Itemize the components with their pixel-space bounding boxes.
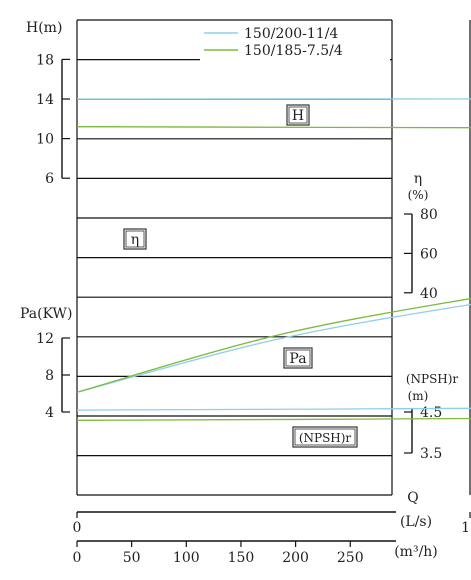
head-axis-label: H(m) bbox=[26, 20, 62, 36]
efficiency-curve-label-box-inner bbox=[125, 230, 145, 248]
head-curve-label-box-inner bbox=[288, 106, 308, 124]
npsh-curve-label-box bbox=[292, 426, 358, 448]
power-curve-label: Pa bbox=[289, 351, 306, 367]
curves bbox=[76, 98, 471, 421]
eff-axis-unit: (%) bbox=[408, 188, 429, 202]
legend-background bbox=[200, 23, 390, 63]
flow-axis-label: Q bbox=[407, 490, 418, 506]
series-power-curve bbox=[76, 407, 471, 411]
power-axis-label: Pa(KW) bbox=[20, 306, 72, 322]
series-efficiency-curve bbox=[76, 303, 471, 393]
npsh-axis-label: (NPSH)r bbox=[406, 372, 459, 386]
flow-m3h-tick-label: 200 bbox=[282, 550, 309, 566]
efficiency-curve-label-box bbox=[123, 228, 147, 250]
power-curve-label-box-inner bbox=[285, 349, 311, 367]
flow-tick-label: 10 bbox=[461, 520, 471, 536]
power-curve-label-box bbox=[283, 347, 313, 369]
efficiency-curve-label: η bbox=[131, 232, 139, 248]
power-tick-label: 12 bbox=[36, 331, 54, 347]
head-tick-label: 10 bbox=[36, 132, 54, 148]
power-tick-label: 8 bbox=[45, 368, 54, 384]
power-tick-label: 4 bbox=[45, 405, 54, 421]
head-tick-label: 6 bbox=[45, 171, 54, 187]
axes: H(m)1814106Pa(KW)1284η(%)806040(NPSH)r(m… bbox=[20, 20, 471, 566]
eff-tick-label: 40 bbox=[420, 286, 438, 302]
eff-tick-label: 80 bbox=[420, 207, 438, 223]
flow-axis-unit: (L/s) bbox=[400, 514, 432, 530]
flow-m3h-tick-label: 150 bbox=[228, 550, 255, 566]
npsh-axis-unit: (m) bbox=[408, 389, 429, 403]
legend-entry: 150/200-11/4 bbox=[244, 26, 338, 42]
npsh-curve-label-box-inner bbox=[294, 428, 356, 446]
npsh-tick-label: 3.5 bbox=[420, 446, 442, 462]
flow-m3h-tick-label: 100 bbox=[173, 550, 200, 566]
flow-m3h-tick-label: 50 bbox=[123, 550, 141, 566]
series-head-curve bbox=[76, 126, 471, 129]
legend-entry: 150/185-7.5/4 bbox=[244, 43, 343, 59]
eff-axis-label: η bbox=[414, 171, 422, 187]
series-efficiency-curve bbox=[76, 297, 471, 393]
head-curve-label: H bbox=[292, 108, 304, 124]
head-tick-label: 18 bbox=[36, 52, 54, 68]
head-tick-label: 14 bbox=[36, 92, 54, 108]
eff-tick-label: 60 bbox=[420, 246, 438, 262]
flow-tick-label: 0 bbox=[73, 520, 82, 536]
head-curve-label-box bbox=[286, 104, 310, 126]
flow-m3h-tick-label: 0 bbox=[73, 550, 82, 566]
npsh-curve-label: (NPSH)r bbox=[299, 431, 352, 445]
flow-m3h-axis-unit: (m³/h) bbox=[394, 544, 438, 560]
flow-m3h-tick-label: 250 bbox=[337, 550, 364, 566]
series-head-curve bbox=[76, 98, 471, 100]
